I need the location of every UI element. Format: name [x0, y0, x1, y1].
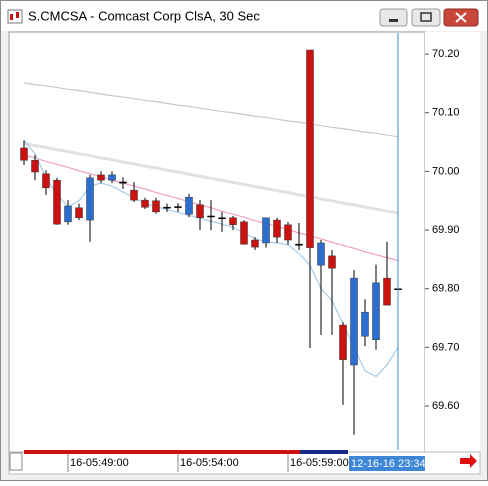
- candle-body: [119, 181, 127, 184]
- y-tick-label: 69.60: [432, 400, 460, 412]
- candle-body: [350, 277, 358, 366]
- maximize-button[interactable]: [411, 8, 441, 27]
- indicator-line: [23, 82, 399, 138]
- candle-body: [361, 311, 369, 337]
- candle-body: [218, 217, 226, 219]
- y-tick-label: 69.80: [432, 283, 460, 295]
- candle-body: [141, 199, 149, 208]
- x-tick-label: 16-05:49:00: [70, 457, 129, 469]
- candle-body: [64, 205, 72, 223]
- minimize-button[interactable]: [379, 8, 408, 27]
- candle-body: [152, 200, 160, 213]
- candle-body: [97, 174, 105, 181]
- y-tick-label: 70.10: [432, 107, 460, 119]
- candle-body: [31, 160, 39, 173]
- y-tick-label: 70.20: [432, 48, 460, 60]
- candle-body: [42, 173, 50, 189]
- candle-body: [339, 324, 347, 360]
- candle-body: [306, 49, 314, 248]
- candle-body: [130, 189, 138, 201]
- candle-body: [372, 282, 380, 340]
- y-tick-label: 70.00: [432, 165, 460, 177]
- candle-body: [185, 196, 193, 215]
- candle-body: [273, 219, 281, 238]
- candle-body: [75, 207, 83, 218]
- candle-body: [240, 221, 248, 245]
- scroll-bar-history: [24, 450, 300, 454]
- candle-body: [20, 147, 28, 161]
- price-axis: [425, 32, 480, 452]
- candle-body: [108, 174, 116, 181]
- candle-body: [207, 215, 215, 218]
- scroll-box[interactable]: [9, 452, 23, 471]
- candle-body: [317, 242, 325, 266]
- x-tick-label: 16-05:54:00: [180, 457, 239, 469]
- candle-body: [383, 277, 391, 306]
- cursor-label: 12-16-16 23:34:00: [351, 458, 441, 470]
- candle-body: [196, 204, 204, 218]
- indicator-line: [23, 141, 399, 215]
- candle-body: [262, 217, 270, 244]
- scroll-right-arrow[interactable]: [460, 454, 477, 468]
- plot-area: [8, 31, 426, 453]
- cursor-label-box: [349, 456, 425, 471]
- candle-body: [163, 206, 171, 209]
- close-button[interactable]: [443, 8, 479, 27]
- y-tick-label: 69.90: [432, 224, 460, 236]
- candle-body: [53, 179, 61, 225]
- window-title: S.CMCSA - Comcast Corp ClsA, 30 Sec: [28, 8, 260, 23]
- candle-body: [174, 206, 182, 208]
- y-tick-label: 69.70: [432, 341, 460, 353]
- candle-body: [284, 224, 292, 241]
- plot: 69.60 69.70 69.80 69.90 70.00 70.10 70.20 16-05…: [20, 33, 460, 472]
- candle-body: [295, 243, 303, 246]
- candle-body: [328, 255, 336, 269]
- candle-body: [251, 239, 259, 248]
- app-icon: [7, 9, 23, 24]
- candle-body: [86, 177, 94, 221]
- scroll-bar-view: [300, 450, 348, 454]
- x-tick-label: 16-05:59:00: [290, 457, 349, 469]
- candle-body: [229, 217, 237, 226]
